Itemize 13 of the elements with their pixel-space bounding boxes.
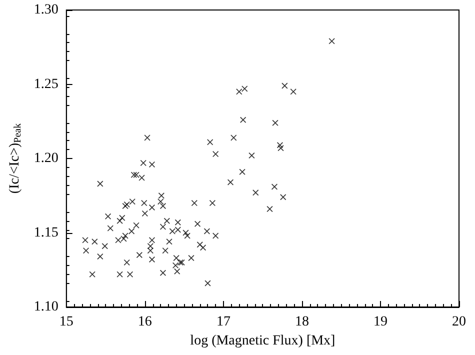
- y-tick-label: 1.10: [34, 300, 58, 314]
- x-tick-label: 17: [216, 314, 230, 330]
- y-tick-label: 1.20: [34, 151, 58, 166]
- y-tick-label: 1.15: [34, 225, 58, 240]
- y-axis-title: (Ic/<Ic>)Peak: [8, 123, 24, 194]
- y-tick-label: 1.30: [34, 2, 58, 18]
- y-tick-label: 1.25: [34, 76, 58, 92]
- x-tick-label: 15: [59, 314, 74, 330]
- x-tick-label: 16: [138, 314, 152, 330]
- x-tick-label: 20: [452, 314, 466, 330]
- x-axis-title: log (Magnetic Flux) [Mx]: [190, 333, 336, 348]
- x-tick-label: 19: [373, 314, 388, 330]
- x-tick-label: 18: [294, 314, 309, 330]
